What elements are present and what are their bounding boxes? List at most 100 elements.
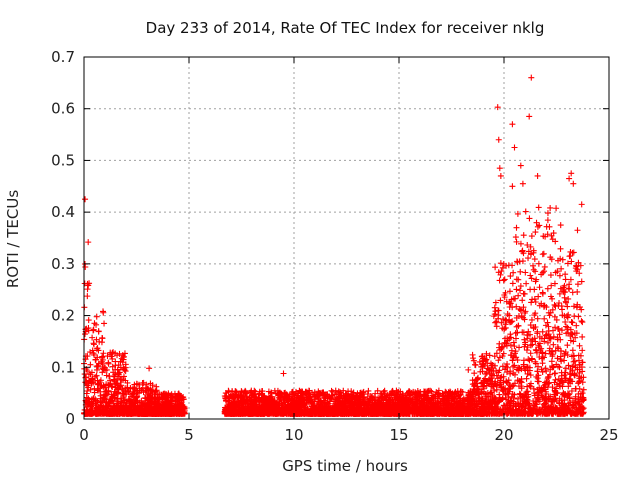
data-point	[133, 394, 140, 401]
data-point	[85, 317, 92, 324]
data-point	[101, 320, 108, 327]
data-point	[96, 338, 103, 345]
data-point	[123, 410, 130, 417]
data-point	[107, 377, 114, 384]
data-point	[140, 389, 147, 396]
data-point	[515, 292, 522, 299]
data-point	[134, 389, 141, 396]
data-point	[104, 410, 111, 417]
data-point	[88, 399, 95, 406]
data-point	[109, 398, 116, 405]
data-point	[526, 215, 533, 222]
data-point	[120, 356, 127, 363]
data-point	[521, 336, 528, 343]
data-point	[510, 269, 517, 276]
data-point	[102, 364, 109, 371]
data-point	[109, 383, 116, 390]
data-point	[112, 362, 119, 369]
data-point	[87, 386, 94, 393]
data-point	[507, 331, 514, 338]
data-point	[531, 256, 538, 263]
data-point	[97, 377, 104, 384]
data-point	[110, 410, 117, 417]
data-point	[108, 383, 115, 390]
data-point	[496, 277, 503, 284]
data-point	[125, 407, 132, 414]
data-point	[91, 351, 98, 358]
data-point	[87, 371, 94, 378]
data-point	[95, 360, 102, 367]
data-point	[89, 375, 96, 382]
data-point	[492, 264, 499, 271]
data-point	[106, 373, 113, 380]
data-point	[111, 373, 118, 380]
data-point	[92, 397, 99, 404]
data-point	[112, 381, 119, 388]
chart-title: Day 233 of 2014, Rate Of TEC Index for r…	[146, 19, 545, 37]
data-point	[84, 382, 91, 389]
data-point	[95, 347, 102, 354]
data-point	[152, 388, 159, 395]
data-point	[119, 386, 126, 393]
data-point	[81, 280, 88, 287]
data-point	[108, 391, 115, 398]
data-point	[121, 366, 128, 373]
data-point	[120, 373, 127, 380]
data-points	[81, 74, 587, 417]
data-point	[151, 391, 158, 398]
data-point	[541, 263, 548, 270]
data-point	[109, 349, 116, 356]
data-point	[117, 358, 124, 365]
data-point	[147, 407, 154, 414]
data-point	[130, 393, 137, 400]
data-point	[109, 363, 116, 370]
data-point	[495, 357, 502, 364]
data-point	[99, 354, 106, 361]
data-point	[115, 370, 122, 377]
data-point	[517, 283, 524, 290]
data-point	[533, 219, 540, 226]
data-point	[93, 372, 100, 379]
data-point	[123, 404, 130, 411]
data-point	[114, 366, 121, 373]
data-point	[93, 366, 100, 373]
data-point	[114, 385, 121, 392]
data-point	[89, 347, 96, 354]
data-point	[105, 382, 112, 389]
data-point	[91, 409, 98, 416]
data-point	[472, 361, 479, 368]
data-point	[116, 350, 123, 357]
data-point	[496, 354, 503, 361]
data-point	[108, 353, 115, 360]
data-point	[81, 406, 88, 413]
data-point	[471, 370, 478, 377]
data-point	[147, 405, 154, 412]
data-point	[153, 383, 160, 390]
data-point	[495, 307, 502, 314]
data-point	[88, 380, 95, 387]
data-point	[129, 404, 136, 411]
data-point	[84, 286, 91, 293]
data-point	[542, 365, 549, 372]
data-point	[93, 313, 100, 320]
data-point	[81, 331, 88, 338]
data-point	[147, 380, 154, 387]
data-point	[119, 352, 126, 359]
data-point	[113, 380, 120, 387]
data-point	[498, 268, 505, 275]
data-point	[102, 404, 109, 411]
data-point	[141, 394, 148, 401]
data-point	[91, 320, 98, 327]
data-point	[84, 293, 91, 300]
data-point	[536, 222, 543, 229]
data-point	[493, 323, 500, 330]
data-point	[92, 356, 99, 363]
data-point	[91, 389, 98, 396]
data-point	[110, 376, 117, 383]
data-point	[112, 390, 119, 397]
data-point	[516, 344, 523, 351]
data-point	[85, 282, 92, 289]
data-point	[106, 403, 113, 410]
data-point	[141, 403, 148, 410]
data-point	[492, 319, 499, 326]
